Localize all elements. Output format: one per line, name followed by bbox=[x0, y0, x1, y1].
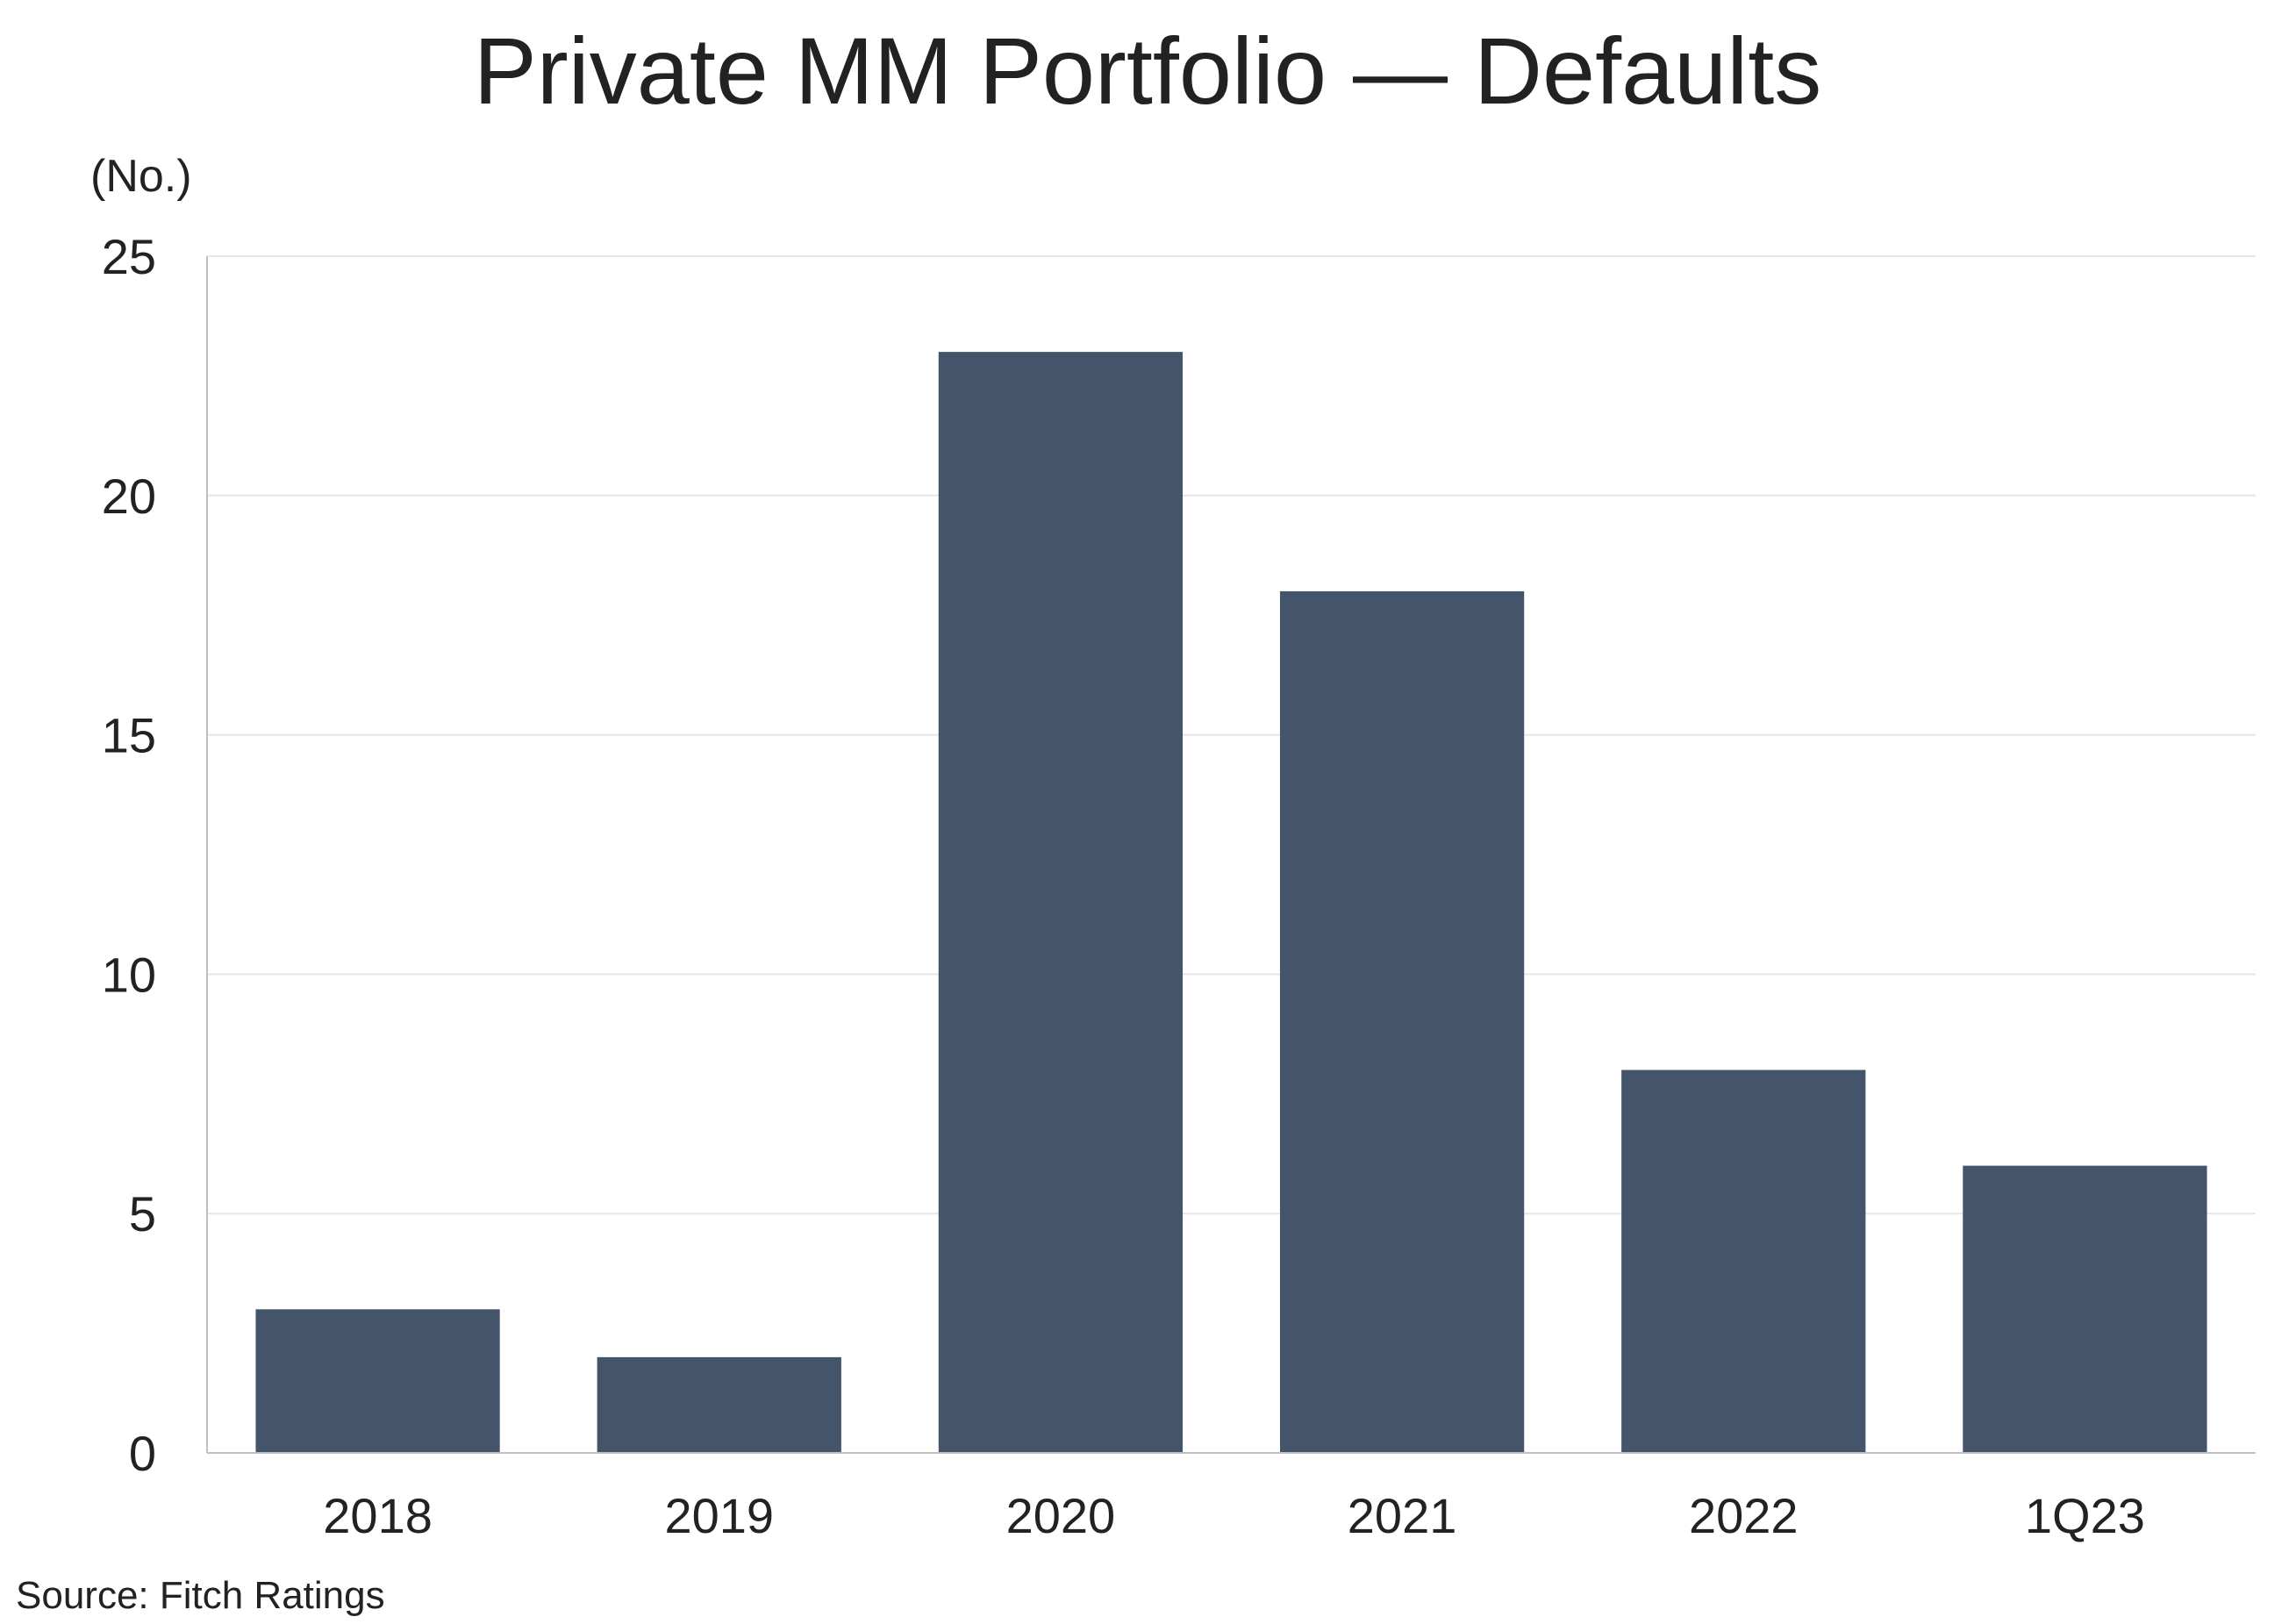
bar-2022 bbox=[1621, 1070, 1866, 1453]
gridlines bbox=[207, 255, 2256, 1215]
source-note: Source: Fitch Ratings bbox=[16, 1574, 385, 1617]
bar-2018 bbox=[255, 1309, 500, 1453]
x-tick-label: 2022 bbox=[1689, 1488, 1799, 1543]
bar-2020 bbox=[938, 352, 1184, 1453]
x-tick-label: 2018 bbox=[323, 1488, 433, 1543]
y-tick-label: 0 bbox=[129, 1426, 156, 1481]
y-tick-label: 10 bbox=[102, 947, 156, 1002]
y-axis-ticks: 0 5 10 15 20 25 bbox=[102, 229, 156, 1481]
bar-2021 bbox=[1279, 590, 1525, 1453]
bars bbox=[255, 352, 2207, 1453]
y-tick-label: 25 bbox=[102, 229, 156, 284]
bar-1q23 bbox=[1963, 1165, 2207, 1453]
chart-title: Private MM Portfolio — Defaults bbox=[474, 18, 1821, 124]
x-tick-label: 2019 bbox=[664, 1488, 774, 1543]
x-axis-ticks: 2018 2019 2020 2021 2022 1Q23 bbox=[323, 1488, 2145, 1543]
x-tick-label: 2021 bbox=[1348, 1488, 1457, 1543]
axes bbox=[206, 256, 2256, 1454]
y-axis-unit-label: (No.) bbox=[90, 151, 192, 202]
y-tick-label: 20 bbox=[102, 469, 156, 524]
bar-2019 bbox=[597, 1356, 841, 1453]
x-tick-label: 2020 bbox=[1006, 1488, 1116, 1543]
y-tick-label: 5 bbox=[129, 1186, 156, 1241]
y-tick-label: 15 bbox=[102, 708, 156, 763]
x-tick-label: 1Q23 bbox=[2025, 1488, 2145, 1543]
